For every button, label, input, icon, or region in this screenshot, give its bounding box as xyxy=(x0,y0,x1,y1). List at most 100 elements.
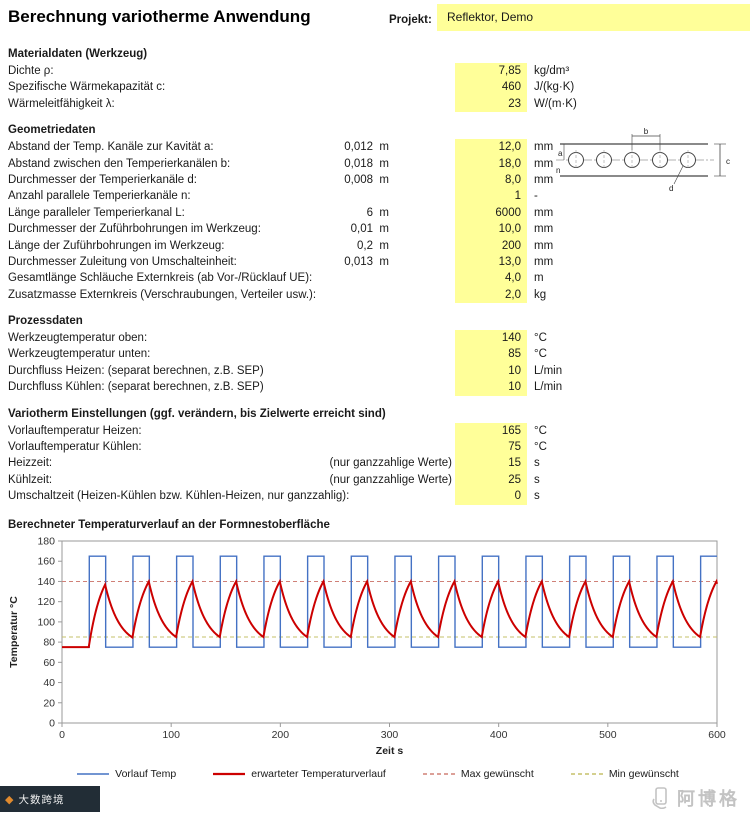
x-tick-label: 500 xyxy=(599,729,617,741)
value-cell[interactable]: 15 xyxy=(455,455,527,472)
value-cell[interactable]: 4,0 xyxy=(455,270,527,287)
row-label: Dichte ρ: xyxy=(8,65,54,77)
value-cell[interactable]: 10,0 xyxy=(455,221,527,238)
row-label: Durchmesser der Temperierkanäle d: xyxy=(8,173,197,186)
row-midzone: (nur ganzzahlige Werte) xyxy=(310,472,455,488)
row-label: Vorlauftemperatur Heizen: xyxy=(8,424,142,437)
y-tick-label: 40 xyxy=(43,677,55,689)
section-title: Prozessdaten xyxy=(8,315,83,328)
legend-label: erwarteter Temperaturverlauf xyxy=(251,767,386,780)
row-label: Durchmesser Zuleitung von Umschalteinhei… xyxy=(8,255,237,268)
value-cell[interactable]: 18,0 xyxy=(455,155,527,172)
value-cell[interactable]: 75 xyxy=(455,439,527,456)
legend-item: Vorlauf Temp xyxy=(76,768,176,780)
row-midzone: 0,013 m xyxy=(310,254,455,270)
mid-value: 0,013 m xyxy=(344,255,389,268)
value-cell[interactable]: 25 xyxy=(455,471,527,489)
unit-label: kg xyxy=(534,288,547,301)
data-row: Abstand zwischen den Temperierkanälen b:… xyxy=(8,155,750,172)
data-row: Anzahl parallele Temperierkanäle n: 1- xyxy=(8,188,750,205)
value-cell[interactable]: 2,0 xyxy=(455,286,527,304)
value-cell[interactable]: 165 xyxy=(455,422,527,440)
value-cell[interactable]: 0 xyxy=(455,488,527,505)
row-midzone xyxy=(310,270,455,286)
unit-label: mm xyxy=(534,239,554,252)
row-midzone xyxy=(310,363,455,379)
watermark-right-text: 阿博格 xyxy=(677,789,740,809)
row-midzone xyxy=(310,287,455,303)
unit-label: °C xyxy=(534,424,547,437)
row-label: Gesamtlänge Schläuche Externkreis (ab Vo… xyxy=(8,272,313,285)
unit-label: °C xyxy=(534,441,547,454)
value-cell[interactable]: 7,85 xyxy=(455,63,527,80)
data-row: Spezifische Wärmekapazität c: 460 J/(kg·K) xyxy=(8,79,750,96)
row-label: Länge paralleler Temperierkanal L: xyxy=(8,206,185,219)
data-row: Länge der Zuführbohrungen im Werkzeug: 0,… xyxy=(8,237,750,254)
row-label: Vorlauftemperatur Kühlen: xyxy=(8,441,142,454)
page-header: Berechnung variotherme Anwendung Projekt… xyxy=(0,0,750,36)
row-label: Zusatzmasse Externkreis (Verschraubungen… xyxy=(8,288,317,301)
data-row: Vorlauftemperatur Heizen: 165 °C xyxy=(8,422,750,440)
unit-label: kg/dm³ xyxy=(534,65,570,77)
value-cell[interactable]: 10 xyxy=(455,379,527,396)
unit-label: m xyxy=(534,272,544,285)
data-row: Werkzeugtemperatur unten: 85 °C xyxy=(8,346,750,363)
data-row: Durchmesser der Zuführbohrungen im Werkz… xyxy=(8,221,750,238)
diagram-label-b: b xyxy=(644,128,649,136)
data-row: Durchfluss Kühlen: (separat berechnen, z… xyxy=(8,379,750,396)
value-cell[interactable]: 10 xyxy=(455,362,527,380)
series-expected-temperature-line xyxy=(62,578,718,648)
row-label: Durchmesser der Zuführbohrungen im Werkz… xyxy=(8,223,261,236)
row-midzone xyxy=(310,423,455,439)
row-label: Umschaltzeit (Heizen-Kühlen bzw. Kühlen-… xyxy=(8,490,350,503)
legend-line-sample xyxy=(422,772,455,775)
y-tick-label: 60 xyxy=(43,656,55,668)
footer: ◆ 大数跨境 阿博格 xyxy=(0,784,750,814)
unit-label: s xyxy=(534,490,540,503)
data-row: Durchfluss Heizen: (separat berechnen, z… xyxy=(8,362,750,380)
value-cell[interactable]: 1 xyxy=(455,188,527,205)
row-midzone xyxy=(310,188,455,204)
legend-label: Vorlauf Temp xyxy=(115,767,177,780)
row-label: Werkzeugtemperatur oben: xyxy=(8,332,148,345)
legend-item: Min gewünscht xyxy=(570,768,679,780)
legend-label: Max gewünscht xyxy=(460,767,534,780)
watermark-right: 阿博格 xyxy=(651,785,740,811)
row-midzone xyxy=(310,79,455,95)
unit-label: L/min xyxy=(534,381,563,394)
data-row: Umschaltzeit (Heizen-Kühlen bzw. Kühlen-… xyxy=(8,488,750,505)
value-cell[interactable]: 8,0 xyxy=(455,171,527,189)
watermark-left-icon: ◆ xyxy=(5,793,15,806)
row-label: Abstand zwischen den Temperierkanälen b: xyxy=(8,157,231,170)
y-tick-label: 0 xyxy=(49,717,55,729)
diagram-label-a: a xyxy=(558,149,563,158)
legend-line-sample xyxy=(570,772,603,775)
value-cell[interactable]: 140 xyxy=(455,330,527,347)
unit-label: mm xyxy=(534,141,554,154)
y-tick-label: 120 xyxy=(37,596,55,608)
value-cell[interactable]: 13,0 xyxy=(455,253,527,271)
chart-block: Berechneter Temperaturverlauf an der For… xyxy=(5,519,750,780)
unit-label: mm xyxy=(534,255,554,268)
row-midzone: 0,018 m xyxy=(310,156,455,172)
row-label: Durchfluss Heizen: (separat berechnen, z… xyxy=(8,364,264,377)
page-title: Berechnung variotherme Anwendung xyxy=(8,7,311,26)
value-cell[interactable]: 6000 xyxy=(455,204,527,222)
diagram-label-d: d xyxy=(669,184,673,193)
data-row: Durchmesser Zuleitung von Umschalteinhei… xyxy=(8,253,750,271)
data-row: Länge paralleler Temperierkanal L: 6 m 600… xyxy=(8,204,750,222)
value-cell[interactable]: 23 xyxy=(455,95,527,113)
value-cell[interactable]: 460 xyxy=(455,79,527,96)
phone-hand-icon xyxy=(652,787,667,809)
x-tick-label: 300 xyxy=(381,729,399,741)
row-label: Anzahl parallele Temperierkanäle n: xyxy=(8,190,191,203)
project-input[interactable]: Reflektor, Demo xyxy=(437,4,750,31)
unit-label: mm xyxy=(534,223,554,236)
row-midzone xyxy=(310,346,455,362)
mid-value: 0,012 m xyxy=(344,141,389,154)
value-cell[interactable]: 200 xyxy=(455,237,527,254)
value-cell[interactable]: 85 xyxy=(455,346,527,363)
watermark-left-text: 大数跨境 xyxy=(18,793,65,806)
value-cell[interactable]: 12,0 xyxy=(455,139,527,156)
row-midzone xyxy=(310,330,455,346)
